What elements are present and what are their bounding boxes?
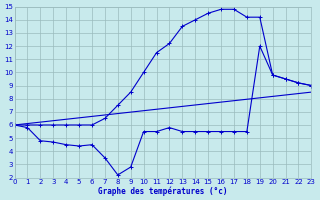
X-axis label: Graphe des températures (°c): Graphe des températures (°c) xyxy=(98,186,228,196)
